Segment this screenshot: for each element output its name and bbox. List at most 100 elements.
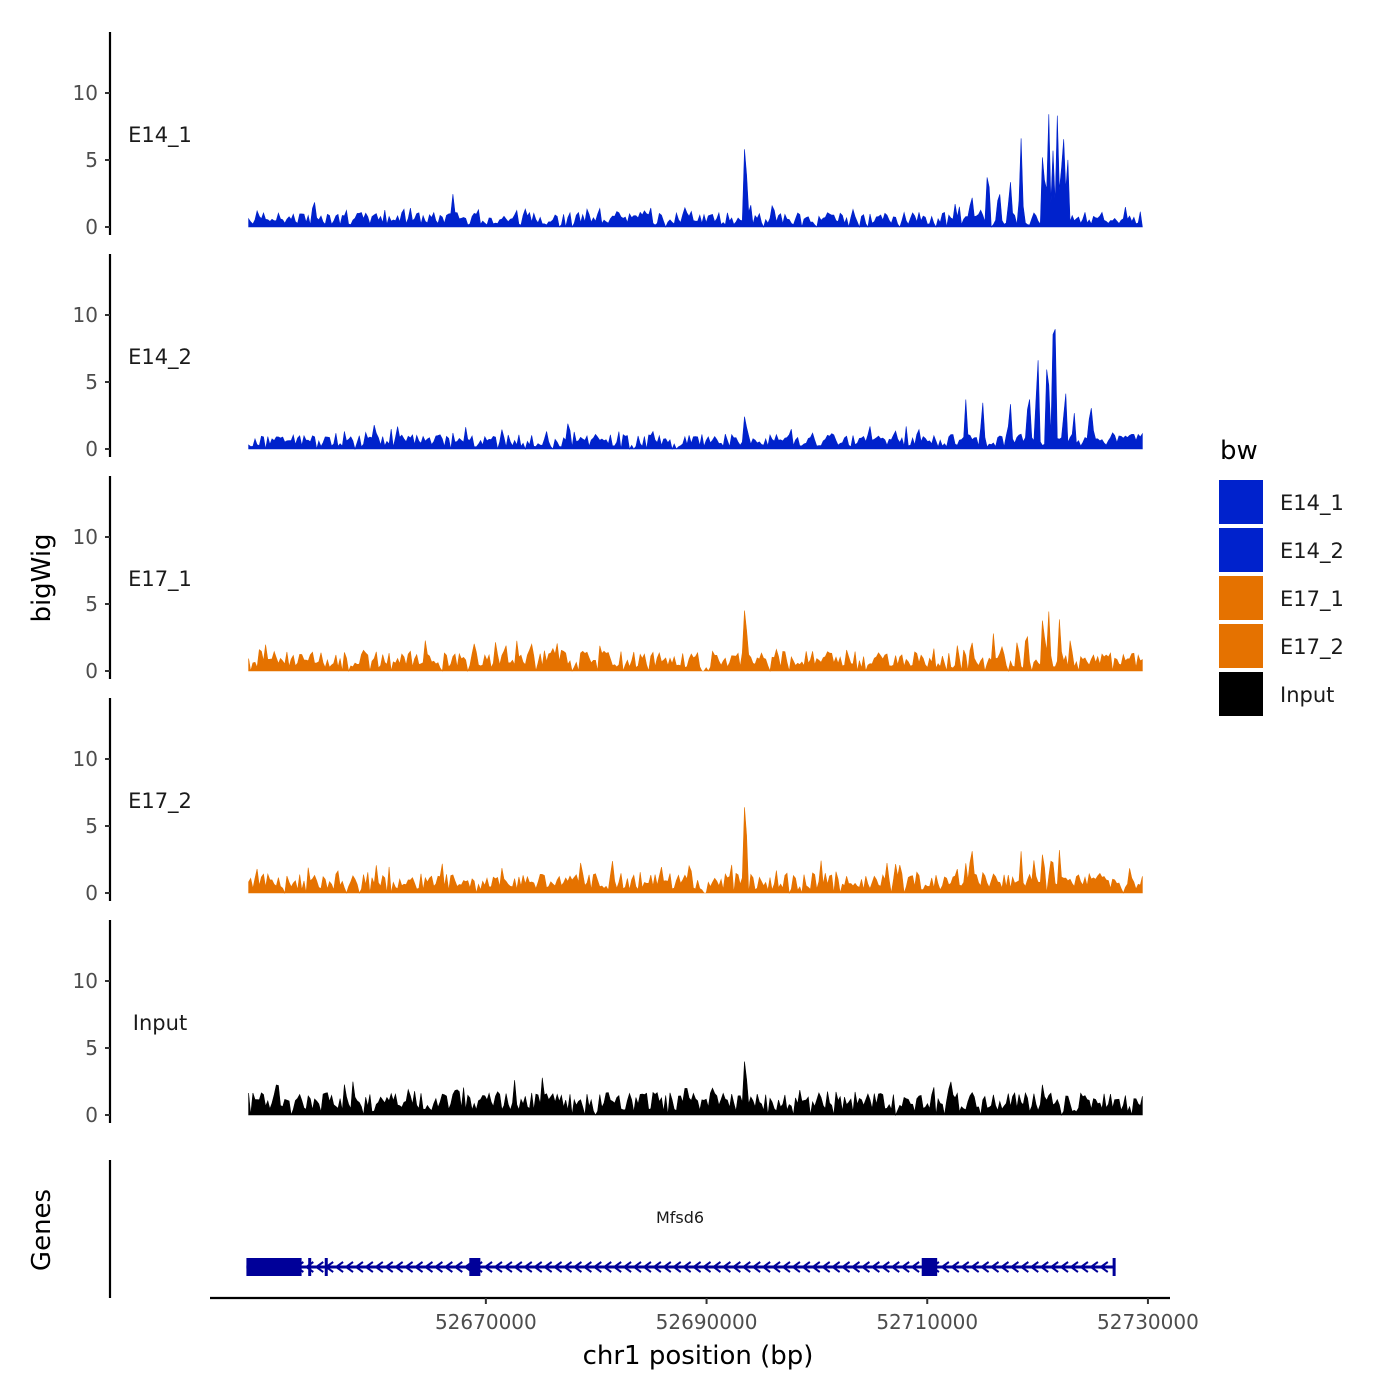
strand-arrow <box>662 1261 672 1273</box>
strand-arrow <box>811 1261 821 1273</box>
strand-arrow <box>393 1261 404 1273</box>
strand-arrow <box>334 1261 344 1273</box>
gene-exon <box>324 1258 328 1276</box>
gene-track <box>108 1160 1116 1298</box>
strand-arrow <box>443 1261 453 1273</box>
strand-arrow <box>840 1261 851 1273</box>
strand-arrow <box>979 1261 990 1273</box>
strand-arrow <box>791 1261 801 1273</box>
strand-arrow <box>771 1261 781 1273</box>
strand-arrow <box>364 1261 374 1273</box>
strand-arrow <box>1049 1261 1059 1273</box>
gene-exon <box>246 1258 302 1276</box>
gene-exon <box>469 1258 481 1276</box>
strand-arrow <box>602 1261 612 1273</box>
strand-arrow <box>503 1261 513 1273</box>
strand-arrow <box>433 1261 443 1273</box>
y-tick-label: 0 <box>85 1103 98 1127</box>
x-tick-label: 52670000 <box>435 1310 537 1334</box>
coverage-area <box>248 610 1143 673</box>
genes-axis-title: Genes <box>27 1189 57 1271</box>
strand-arrow <box>900 1261 910 1273</box>
strand-arrow <box>354 1261 364 1273</box>
strand-arrow <box>721 1261 731 1273</box>
strand-arrow <box>582 1261 592 1273</box>
y-tick-label: 10 <box>73 81 98 105</box>
coverage-area <box>248 1061 1143 1117</box>
legend-swatch <box>1219 480 1263 524</box>
strand-arrow <box>622 1261 632 1273</box>
strand-arrow <box>632 1261 642 1273</box>
strand-arrow <box>1019 1261 1029 1273</box>
strand-arrow <box>552 1261 563 1273</box>
strand-arrow <box>1059 1261 1069 1273</box>
strand-arrow <box>572 1261 583 1273</box>
strand-arrow <box>384 1261 394 1273</box>
track-label: E14_2 <box>128 345 192 370</box>
strand-arrow <box>761 1261 771 1273</box>
strand-arrow <box>403 1261 414 1273</box>
track-e17-2: 0 5 10 E17_2 <box>73 698 1143 905</box>
y-tick-label: 5 <box>85 148 98 172</box>
strand-arrow <box>1009 1261 1019 1273</box>
strand-arrow <box>940 1261 950 1273</box>
track-e14-1: 0 5 10 E14_1 <box>73 32 1143 239</box>
strand-arrow <box>1089 1261 1099 1273</box>
strand-arrow <box>711 1261 722 1273</box>
legend-label: E17_1 <box>1280 587 1344 612</box>
x-tick-label: 52730000 <box>1097 1310 1199 1334</box>
strand-arrow <box>652 1261 662 1273</box>
strand-arrow <box>701 1261 712 1273</box>
coverage-area <box>248 807 1143 895</box>
strand-arrow <box>850 1261 861 1273</box>
strand-arrow <box>453 1261 463 1273</box>
legend-swatch <box>1219 672 1263 716</box>
y-tick-label: 5 <box>85 370 98 394</box>
y-tick-label: 0 <box>85 881 98 905</box>
strand-arrow <box>344 1261 354 1273</box>
strand-arrow <box>374 1261 384 1273</box>
gene-exon <box>1112 1258 1116 1276</box>
strand-arrow <box>751 1261 761 1273</box>
strand-arrow <box>314 1261 324 1273</box>
y-tick-label: 10 <box>73 303 98 327</box>
strand-arrow <box>1069 1261 1079 1273</box>
y-tick-label: 0 <box>85 437 98 461</box>
legend-swatch <box>1219 624 1263 668</box>
strand-arrow <box>1079 1261 1089 1273</box>
strand-arrow <box>423 1261 434 1273</box>
strand-arrow <box>592 1261 602 1273</box>
track-label: E17_2 <box>128 789 192 814</box>
legend-label: Input <box>1280 683 1334 707</box>
strand-arrow <box>483 1261 493 1273</box>
strand-arrow <box>830 1261 841 1273</box>
legend-swatch <box>1219 528 1263 572</box>
strand-arrow <box>672 1261 682 1273</box>
y-tick-label: 10 <box>73 747 98 771</box>
y-tick-label: 10 <box>73 969 98 993</box>
strand-arrow <box>960 1261 970 1273</box>
strand-arrow <box>513 1261 523 1273</box>
strand-arrow <box>999 1261 1010 1273</box>
y-tick-label: 0 <box>85 659 98 683</box>
strand-arrow <box>562 1261 573 1273</box>
strand-arrow <box>1029 1261 1039 1273</box>
y-tick-label: 5 <box>85 814 98 838</box>
y-tick-label: 0 <box>85 215 98 239</box>
legend-title: bw <box>1220 436 1258 466</box>
strand-arrow <box>1039 1261 1049 1273</box>
track-label: E17_1 <box>128 567 192 592</box>
legend-label: E14_1 <box>1280 491 1344 516</box>
x-tick-label: 52710000 <box>876 1310 978 1334</box>
gene-label: Mfsd6 <box>656 1208 704 1227</box>
strand-arrow <box>681 1261 692 1273</box>
strand-arrow <box>801 1261 811 1273</box>
track-e17-1: 0 5 10 E17_1 <box>73 476 1143 683</box>
legend-label: E14_2 <box>1280 539 1344 564</box>
strand-arrow <box>731 1261 741 1273</box>
legend: E14_1 E14_2 E17_1 E17_2 Input <box>1219 480 1344 716</box>
track-input: 0 5 10 Input <box>73 920 1143 1127</box>
x-axis-title: chr1 position (bp) <box>583 1341 814 1371</box>
strand-arrow <box>910 1261 920 1273</box>
strand-arrow <box>741 1261 751 1273</box>
